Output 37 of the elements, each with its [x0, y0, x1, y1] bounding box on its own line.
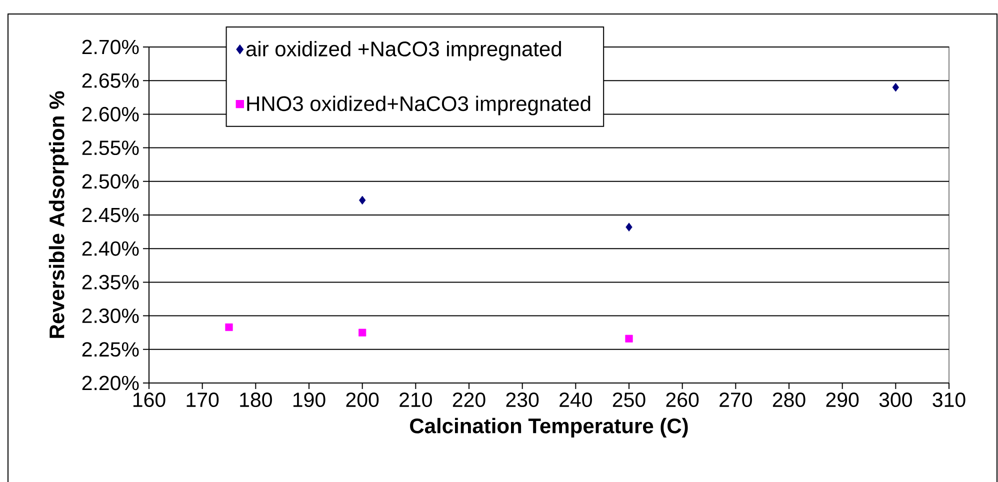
x-tick-label: 310: [932, 392, 966, 408]
x-tick-label: 280: [772, 392, 806, 408]
x-tick-label: 240: [560, 392, 592, 408]
y-tick-label: 2.40%: [82, 241, 139, 256]
y-tick-label: 2.55%: [82, 140, 139, 156]
x-tick-label: 160: [133, 392, 166, 408]
point: [225, 323, 233, 332]
legend-label: HNO3 oxidized+NaCO3 impregnated: [247, 96, 590, 116]
x-axis-title: Calcination Temperature (C): [410, 418, 688, 438]
x-tick-label: 220: [452, 392, 486, 408]
point: [358, 196, 366, 205]
x-tick-label: 210: [400, 392, 432, 408]
x-tick-label: 200: [346, 392, 379, 408]
x-tick-label: 170: [186, 392, 219, 408]
x-tick-label: 250: [612, 392, 646, 408]
y-tick-label: 2.35%: [82, 274, 139, 290]
point: [892, 82, 900, 92]
legend-label: air oxidized +NaCO3 impregnated: [246, 41, 561, 61]
x-tick-label: 300: [879, 392, 912, 408]
point: [358, 328, 366, 336]
y-tick-label: 2.60%: [82, 106, 139, 122]
y-axis-title: Reversible Adsorption %: [48, 91, 68, 338]
y-tick-label: 2.45%: [82, 208, 139, 222]
point: [626, 222, 632, 232]
x-tick-label: 290: [826, 392, 859, 408]
x-tick-label: 230: [506, 392, 539, 408]
point: [625, 334, 633, 342]
y-tick-label: 2.20%: [82, 376, 139, 390]
x-tick-label: 260: [666, 392, 699, 408]
x-tick-label: 270: [720, 392, 752, 408]
y-tick-label: 2.25%: [82, 342, 139, 357]
y-tick-label: 2.65%: [82, 73, 139, 88]
y-tick-label: 2.50%: [82, 174, 139, 189]
y-tick-label: 2.70%: [82, 40, 139, 54]
x-tick-label: 190: [293, 392, 326, 408]
y-tick-label: 2.30%: [82, 308, 139, 324]
x-tick-label: 180: [240, 392, 272, 408]
